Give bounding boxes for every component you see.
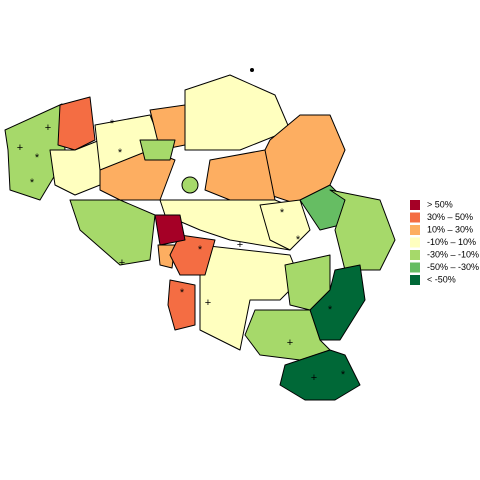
- dot: [250, 68, 254, 72]
- region: [329, 189, 396, 271]
- region: [167, 279, 196, 331]
- region: [309, 264, 366, 341]
- legend-swatch: [410, 237, 420, 248]
- marker: *: [198, 244, 203, 256]
- region: [181, 176, 199, 194]
- region: [157, 244, 176, 269]
- legend-label: 10% – 30%: [427, 224, 473, 234]
- region: [69, 199, 156, 266]
- marker: *: [30, 177, 35, 189]
- legend-label: -10% – 10%: [427, 237, 476, 247]
- marker: *: [328, 304, 333, 316]
- marker: *: [180, 287, 185, 299]
- marker: +: [237, 239, 243, 251]
- region: [139, 139, 176, 161]
- region: [259, 199, 311, 251]
- region: [204, 149, 276, 201]
- region: [154, 214, 186, 246]
- region: [57, 96, 96, 151]
- legend-label: > 50%: [427, 199, 453, 209]
- marker: *: [110, 118, 115, 130]
- marker: +: [287, 337, 293, 349]
- marker: +: [119, 257, 125, 269]
- legend-label: 30% – 50%: [427, 212, 473, 222]
- legend-label: < -50%: [427, 274, 456, 284]
- legend-swatch: [410, 262, 420, 273]
- marker: *: [296, 234, 301, 246]
- legend-label: -50% – -30%: [427, 262, 479, 272]
- marker: *: [35, 152, 40, 164]
- marker: +: [311, 372, 317, 384]
- legend-swatch: [410, 200, 420, 210]
- regions: [4, 74, 396, 401]
- legend-swatch: [410, 212, 420, 223]
- marker: *: [118, 147, 123, 159]
- marker: +: [45, 122, 51, 134]
- legend-swatch: [410, 225, 420, 235]
- marker: +: [17, 142, 23, 154]
- legend: > 50% 30% – 50% 10% – 30% -10% – 10% -30% – …: [410, 199, 479, 285]
- legend-label: -30% – -10%: [427, 249, 479, 259]
- legend-swatch: [410, 275, 420, 285]
- markers: + + + + + + + * * * * * * * * * *: [17, 118, 346, 384]
- marker: *: [341, 369, 346, 381]
- region: [279, 349, 361, 401]
- marker: *: [280, 207, 285, 219]
- legend-swatch: [410, 250, 420, 260]
- marker: +: [205, 297, 211, 309]
- region: [169, 234, 216, 276]
